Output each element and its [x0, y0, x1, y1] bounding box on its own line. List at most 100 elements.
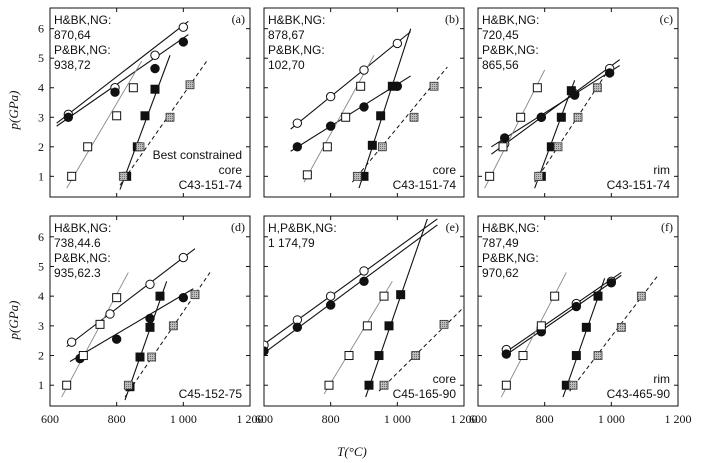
data-point-open-square: [344, 351, 354, 361]
y-tick-label: 5: [38, 259, 44, 273]
x-tick-label: 1 200: [237, 412, 264, 426]
data-point-open-circle: [145, 279, 155, 289]
panel-d: 1 2 3 4 5 6 600 800 1 000 1 200 (d) H&BK,NG:738,44.…: [38, 215, 264, 426]
x-tick-label: 1 000: [598, 412, 625, 426]
panel-a: 1 2 3 4 5 6 (a) H&BK,NG:870,64P&BK,NG:938,72 Bes…: [38, 7, 251, 198]
data-point-filled-square: [384, 321, 394, 331]
panel-frame: [477, 215, 679, 407]
data-point-filled-circle: [499, 133, 510, 143]
panel-info-line: 102,70: [268, 58, 305, 72]
data-point-filled-square: [387, 81, 397, 91]
panel-note: C43-151-74: [393, 178, 457, 192]
data-point-open-square: [83, 142, 93, 152]
y-tick-label: 6: [38, 230, 44, 244]
fit-line-filled-square: [119, 55, 171, 190]
data-point-open-square: [128, 83, 138, 93]
data-point-open-circle: [325, 291, 336, 301]
data-point-filled-circle: [571, 301, 582, 312]
data-point-filled-circle: [145, 313, 155, 324]
data-point-filled-square: [376, 111, 386, 121]
panel-info-line: H&BK,NG:: [54, 13, 111, 27]
data-points: [264, 266, 481, 390]
data-point-gray-square: [573, 112, 583, 122]
fit-line-gray-square: [534, 65, 612, 183]
data-point-open-square: [302, 170, 312, 180]
panel-note: C43-151-74: [179, 178, 243, 192]
data-points: [63, 22, 195, 181]
fit-line-gray-square: [119, 60, 208, 186]
data-point-open-square: [379, 291, 389, 301]
fit-line-filled-circle: [502, 274, 622, 358]
panel-note: Best constrained: [153, 148, 242, 162]
y-tick-label: 6: [38, 22, 44, 36]
fit-line-open-square: [61, 272, 129, 398]
data-point-gray-square: [379, 380, 389, 390]
panel-info-line: 938,72: [54, 58, 91, 72]
y-tick-label: 3: [38, 110, 44, 124]
panel-letter: (b): [445, 12, 459, 26]
data-point-filled-square: [374, 351, 384, 361]
data-point-open-square: [516, 112, 526, 122]
fit-line-open-circle: [491, 59, 620, 155]
panel-info-line: H&BK,NG:: [54, 221, 111, 235]
data-point-filled-circle: [536, 112, 547, 122]
fit-line-filled-square: [124, 281, 168, 401]
fit-line-open-square: [303, 55, 375, 183]
fit-lines: [264, 218, 464, 398]
data-point-gray-square: [592, 83, 602, 93]
x-tick-label: 1 000: [384, 412, 411, 426]
data-point-gray-square: [190, 290, 200, 300]
data-point-open-square: [67, 171, 77, 181]
y-tick-label: 1: [38, 169, 44, 183]
y-axis-title-top: p(GPa): [6, 91, 21, 131]
x-tick-label: 800: [322, 412, 340, 426]
data-point-gray-square: [473, 291, 481, 299]
data-point-open-circle: [105, 309, 115, 319]
data-point-open-square: [362, 321, 372, 331]
y-tick-label: 2: [38, 349, 44, 363]
data-point-open-square: [536, 321, 546, 331]
data-point-filled-circle: [178, 292, 189, 303]
data-point-gray-square: [409, 112, 419, 122]
data-point-open-square: [532, 83, 542, 93]
data-point-filled-square: [581, 322, 591, 332]
data-point-open-square: [550, 291, 560, 301]
data-point-gray-square: [439, 319, 449, 329]
panel-b: (b) H&BK,NG:878,67P&BK,NG:102,70 coreC43-1…: [263, 7, 465, 198]
data-point-open-circle: [66, 337, 77, 347]
data-point-gray-square: [135, 142, 145, 152]
data-point-gray-square: [118, 171, 128, 181]
panel-letter: (d): [231, 220, 245, 234]
data-point-open-circle: [178, 252, 189, 263]
fit-line-gray-square: [378, 306, 464, 392]
panel-note: rim: [653, 163, 670, 177]
data-point-filled-circle: [325, 121, 336, 131]
data-points: [485, 63, 615, 181]
data-point-gray-square: [185, 80, 195, 90]
panel-frame: [477, 7, 679, 198]
panel-info-line: H&BK,NG:: [268, 13, 325, 27]
y-tick-label: 2: [38, 140, 44, 154]
panel-info-line: H,P&BK,NG:: [268, 221, 337, 235]
y-tick-label: 1: [38, 378, 44, 392]
data-point-open-square: [322, 142, 332, 152]
fit-lines: [484, 59, 620, 189]
data-point-filled-circle: [150, 63, 160, 74]
data-point-open-square: [112, 111, 122, 121]
data-point-filled-circle: [325, 300, 336, 310]
y-tick-label: 5: [38, 51, 44, 65]
panel-info-line: 970,62: [482, 266, 519, 280]
data-point-open-circle: [392, 38, 403, 49]
data-point-gray-square: [429, 81, 439, 91]
data-point-gray-square: [568, 380, 578, 390]
data-point-filled-circle: [178, 37, 189, 47]
data-point-filled-circle: [292, 142, 303, 152]
panel-note: core: [433, 163, 457, 177]
data-points: [292, 38, 439, 181]
panel-e: 600 800 1 000 1 200 (e) H,P&BK,NG:1 174,79 cor…: [255, 215, 481, 426]
data-point-open-circle: [178, 22, 189, 32]
data-point-gray-square: [636, 291, 646, 301]
fit-line-open-circle: [66, 248, 196, 348]
panel-letter: (a): [232, 12, 245, 26]
